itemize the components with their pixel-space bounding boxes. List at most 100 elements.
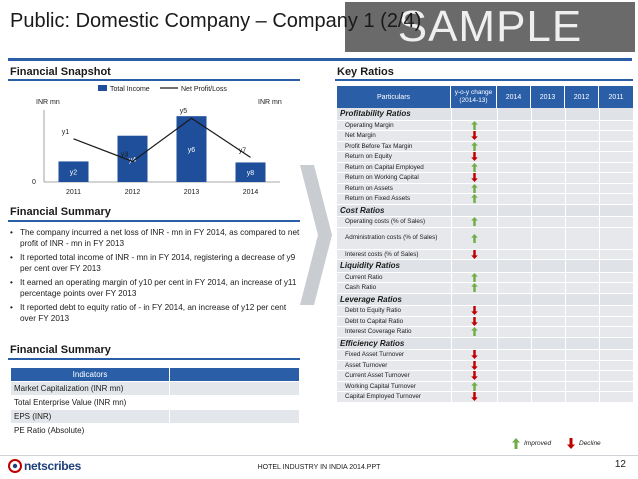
ratio-year-cell [531, 173, 565, 183]
y-axis-right-label: INR mn [258, 99, 282, 106]
ratio-year-cell [565, 392, 599, 402]
ratio-year-cell [565, 227, 599, 249]
ratio-year-cell [565, 316, 599, 326]
transition-arrow-icon [300, 165, 332, 305]
ratio-year-cell [497, 360, 531, 370]
ratio-category-row: Profitability Ratios [337, 108, 633, 121]
x-tick-label: 2011 [66, 189, 81, 196]
ratio-year-cell [531, 360, 565, 370]
ratio-label: Interest Coverage Ratio [337, 327, 451, 337]
legend-decline: Decline [567, 438, 601, 449]
ratio-category-label: Efficiency Ratios [337, 337, 451, 349]
ratio-year-cell [497, 131, 531, 141]
ratio-year-cell [599, 249, 633, 259]
ratio-year-cell [531, 204, 565, 216]
ratio-year-cell [497, 272, 531, 282]
down-arrow-icon [471, 350, 478, 360]
ratio-row: Return on Working Capital [337, 173, 633, 184]
income-bar [117, 135, 148, 182]
ratio-label: Return on Assets [337, 183, 451, 193]
key-ratios-divider [335, 79, 633, 81]
col-year: 2014 [497, 86, 531, 108]
summary-bullet: It reported debt to equity ratio of - in… [10, 303, 300, 324]
ratio-yoy-cell [451, 260, 497, 272]
ratio-category-row: Cost Ratios [337, 204, 633, 217]
slide-title: Public: Domestic Company – Company 1 (2/… [10, 10, 422, 32]
down-arrow-icon [471, 249, 478, 259]
income-bar-label: y8 [247, 170, 255, 177]
income-bar-label: y6 [188, 147, 196, 154]
ratio-category-label: Profitability Ratios [337, 108, 451, 120]
ratio-label: Return on Equity [337, 152, 451, 162]
ratio-year-cell [565, 283, 599, 293]
ratio-year-cell [599, 120, 633, 130]
down-arrow-icon [471, 360, 478, 370]
ratio-label: Debt to Equity Ratio [337, 306, 451, 316]
ratio-year-cell [531, 327, 565, 337]
ratio-row: Debt to Equity Ratio [337, 306, 633, 317]
ratio-yoy-cell [451, 360, 497, 370]
ratio-category-row: Leverage Ratios [337, 293, 633, 306]
ratio-row: Net Margin [337, 131, 633, 142]
ratio-yoy-cell [451, 204, 497, 216]
indicator-value [169, 381, 300, 396]
down-arrow-icon [471, 392, 478, 402]
profit-point-label: y3 [121, 151, 129, 158]
ratio-row: Administration costs (% of Sales) [337, 227, 633, 250]
x-tick-label: 2012 [125, 189, 141, 196]
ratio-yoy-cell [451, 316, 497, 326]
ratio-year-cell [497, 152, 531, 162]
ratio-year-cell [497, 283, 531, 293]
ratio-year-cell [531, 152, 565, 162]
ratio-yoy-cell [451, 350, 497, 360]
ratio-label: Return on Capital Employed [337, 162, 451, 172]
ratio-year-cell [497, 173, 531, 183]
indicators-table: Indicators Market Capitalization (INR mn… [10, 367, 300, 438]
up-arrow-icon [471, 141, 478, 151]
ratio-year-cell [599, 316, 633, 326]
table-row: Total Enterprise Value (INR mn) [10, 395, 300, 410]
ratio-year-cell [531, 131, 565, 141]
sample-watermark: SAMPLE [345, 2, 635, 52]
ratio-yoy-cell [451, 381, 497, 391]
ratio-category-label: Liquidity Ratios [337, 260, 451, 272]
ratio-year-cell [531, 306, 565, 316]
ratio-year-cell [531, 350, 565, 360]
ratio-year-cell [599, 327, 633, 337]
ratio-year-cell [531, 249, 565, 259]
ratio-year-cell [565, 108, 599, 120]
income-bar-label: y4 [129, 157, 137, 164]
ratio-year-cell [497, 350, 531, 360]
logo-mark-icon [8, 459, 22, 473]
indicator-label: Market Capitalization (INR mn) [10, 381, 170, 396]
footer-filename: HOTEL INDUSTRY IN INDIA 2014.PPT [257, 464, 381, 471]
ratio-year-cell [497, 392, 531, 402]
down-arrow-icon [471, 306, 478, 316]
ratio-year-cell [599, 108, 633, 120]
up-arrow-icon [471, 183, 478, 193]
indicators-heading: Financial Summary [10, 344, 111, 356]
ratio-year-cell [565, 183, 599, 193]
page-number: 12 [614, 459, 626, 470]
ratio-year-cell [565, 360, 599, 370]
ratio-label: Debt to Capital Ratio [337, 316, 451, 326]
ratio-year-cell [497, 381, 531, 391]
ratio-year-cell [565, 204, 599, 216]
ratio-year-cell [531, 283, 565, 293]
ratio-year-cell [531, 227, 565, 249]
legend-income-label: Total Income [110, 86, 150, 93]
profit-point-label: y7 [239, 147, 247, 154]
table-row: EPS (INR) [10, 409, 300, 424]
income-bar [176, 116, 207, 182]
income-bar-label: y2 [70, 170, 78, 177]
ratio-yoy-cell [451, 120, 497, 130]
ratio-category-row: Liquidity Ratios [337, 260, 633, 273]
col-yoy-change: y-o-y change (2014-13) [451, 86, 497, 108]
ratio-year-cell [599, 141, 633, 151]
ratio-yoy-cell [451, 227, 497, 249]
ratio-label: Administration costs (% of Sales) [337, 227, 451, 249]
ratio-year-cell [497, 316, 531, 326]
ratio-year-cell [599, 217, 633, 227]
ratio-year-cell [497, 108, 531, 120]
ratio-year-cell [531, 337, 565, 349]
